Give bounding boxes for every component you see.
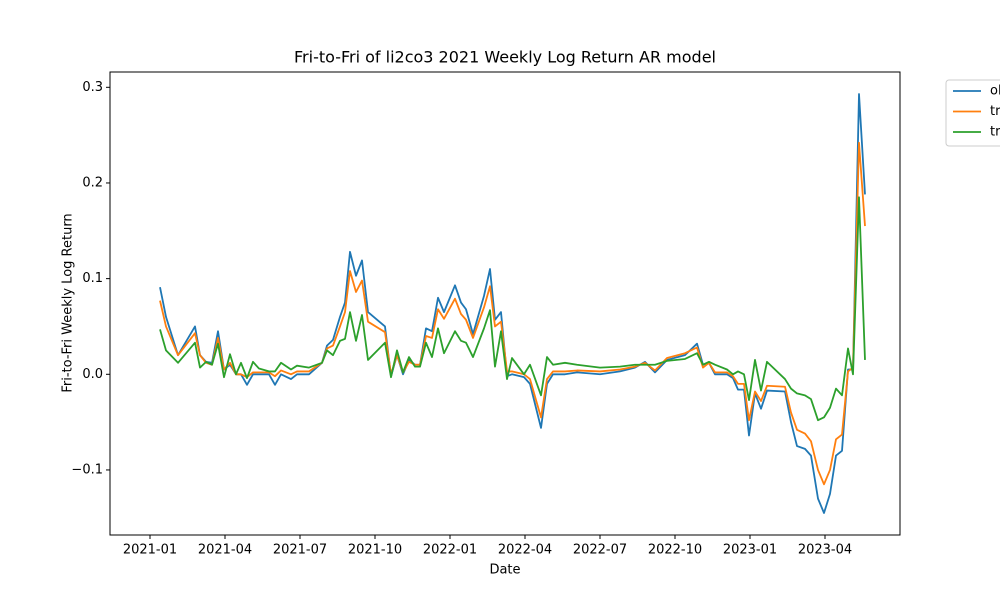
x-tick-label: 2021-01 <box>123 543 177 558</box>
y-tick-label: 0.2 <box>82 175 103 190</box>
x-tick-label: 2023-04 <box>798 543 852 558</box>
y-tick-label: −0.1 <box>71 462 103 477</box>
x-tick-label: 2021-10 <box>348 543 402 558</box>
legend-label: tr <box>990 125 1000 140</box>
x-tick-label: 2022-07 <box>573 543 627 558</box>
data-line <box>159 141 866 486</box>
x-tick-label: 2022-04 <box>498 543 552 558</box>
y-tick-label: 0.0 <box>82 367 103 382</box>
y-tick-label: 0.1 <box>82 271 103 286</box>
x-tick-label: 2023-01 <box>723 543 777 558</box>
data-line <box>159 196 866 422</box>
axes-frame <box>109 71 901 536</box>
x-tick-label: 2022-10 <box>648 543 702 558</box>
x-tick-label: 2022-01 <box>423 543 477 558</box>
x-tick-label: 2021-07 <box>273 543 327 558</box>
data-line <box>159 93 866 514</box>
x-tick-label: 2021-04 <box>198 543 252 558</box>
legend-label: tr <box>990 104 1000 119</box>
legend: ol tr tr <box>945 79 1000 147</box>
chart-title: Fri-to-Fri of li2co3 2021 Weekly Log Ret… <box>294 48 716 67</box>
y-tick-label: 0.3 <box>82 80 103 95</box>
legend-box <box>945 79 1000 147</box>
plot-area <box>159 93 866 514</box>
x-axis-label: Date <box>489 563 520 578</box>
y-axis-label: Fri-to-Fri Weekly Log Return <box>61 213 76 392</box>
legend-label: ol <box>990 84 1000 99</box>
